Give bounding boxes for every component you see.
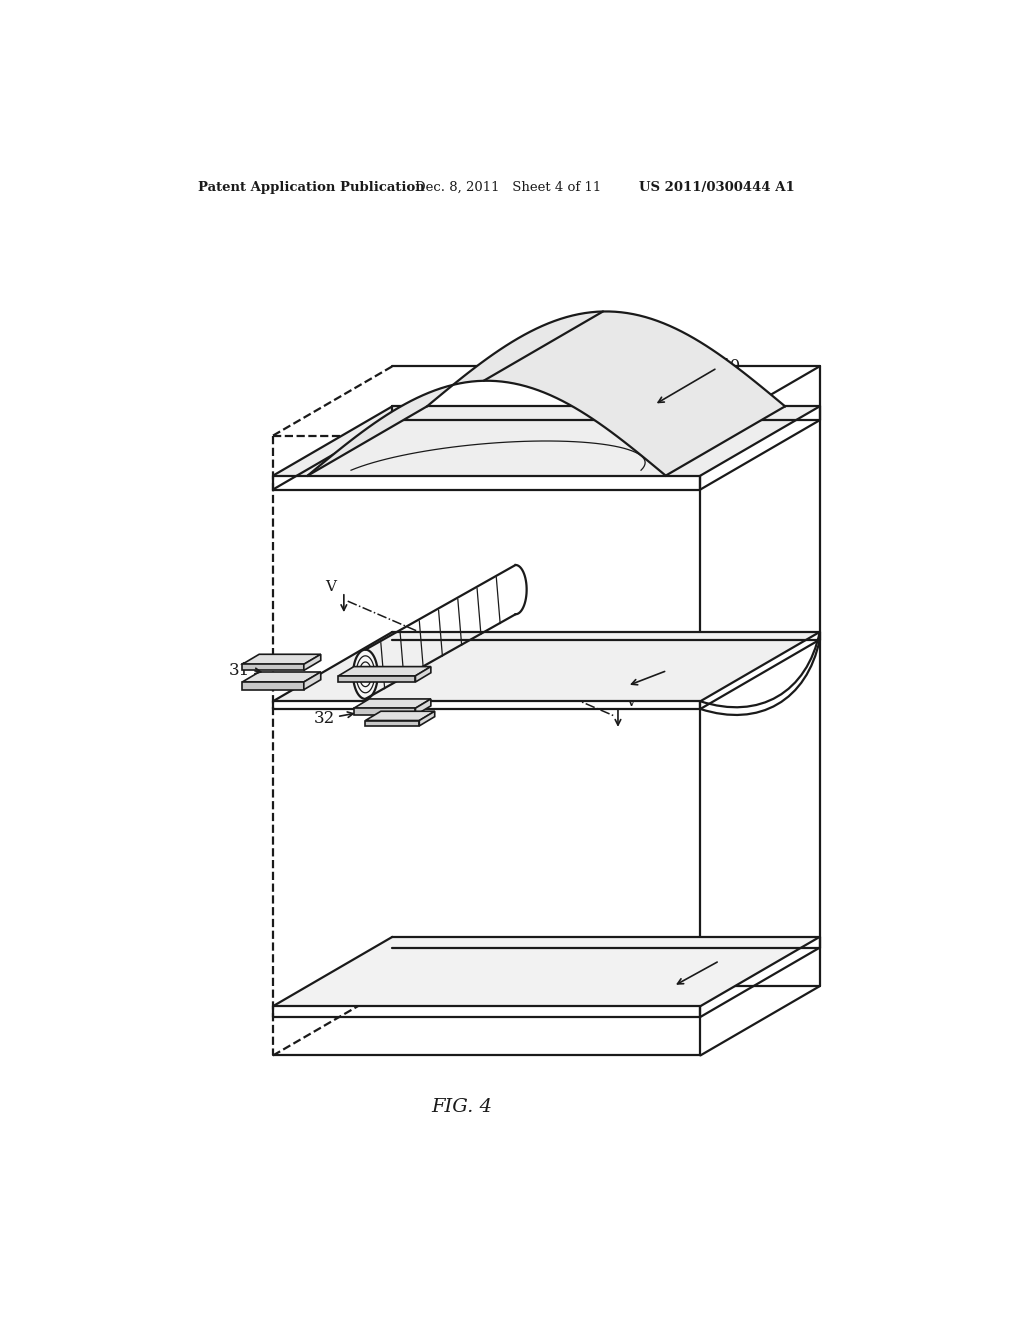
Text: 31: 31 (228, 661, 250, 678)
Polygon shape (304, 672, 321, 689)
Text: 40: 40 (720, 358, 740, 375)
Polygon shape (366, 721, 419, 726)
Polygon shape (416, 667, 431, 682)
Polygon shape (273, 632, 819, 701)
Text: 30: 30 (670, 659, 691, 675)
Text: 32: 32 (313, 710, 335, 727)
Text: 40: 40 (722, 950, 743, 968)
Text: Patent Application Publication: Patent Application Publication (199, 181, 425, 194)
Text: V: V (626, 696, 637, 709)
Text: US 2011/0300444 A1: US 2011/0300444 A1 (639, 181, 795, 194)
Text: V: V (326, 581, 336, 594)
Text: 41: 41 (357, 685, 379, 702)
Polygon shape (273, 937, 819, 1006)
Polygon shape (416, 700, 431, 715)
Polygon shape (243, 672, 321, 682)
Polygon shape (339, 676, 416, 682)
Polygon shape (353, 649, 378, 698)
Polygon shape (354, 700, 431, 708)
Polygon shape (354, 708, 416, 715)
Polygon shape (419, 711, 435, 726)
Polygon shape (273, 407, 819, 475)
Polygon shape (366, 711, 435, 721)
Polygon shape (304, 655, 321, 671)
Polygon shape (243, 664, 304, 671)
Polygon shape (243, 682, 304, 689)
Polygon shape (339, 667, 431, 676)
Polygon shape (243, 655, 321, 664)
Polygon shape (307, 312, 785, 475)
Text: Dec. 8, 2011   Sheet 4 of 11: Dec. 8, 2011 Sheet 4 of 11 (416, 181, 602, 194)
Text: FIG. 4: FIG. 4 (431, 1098, 493, 1115)
